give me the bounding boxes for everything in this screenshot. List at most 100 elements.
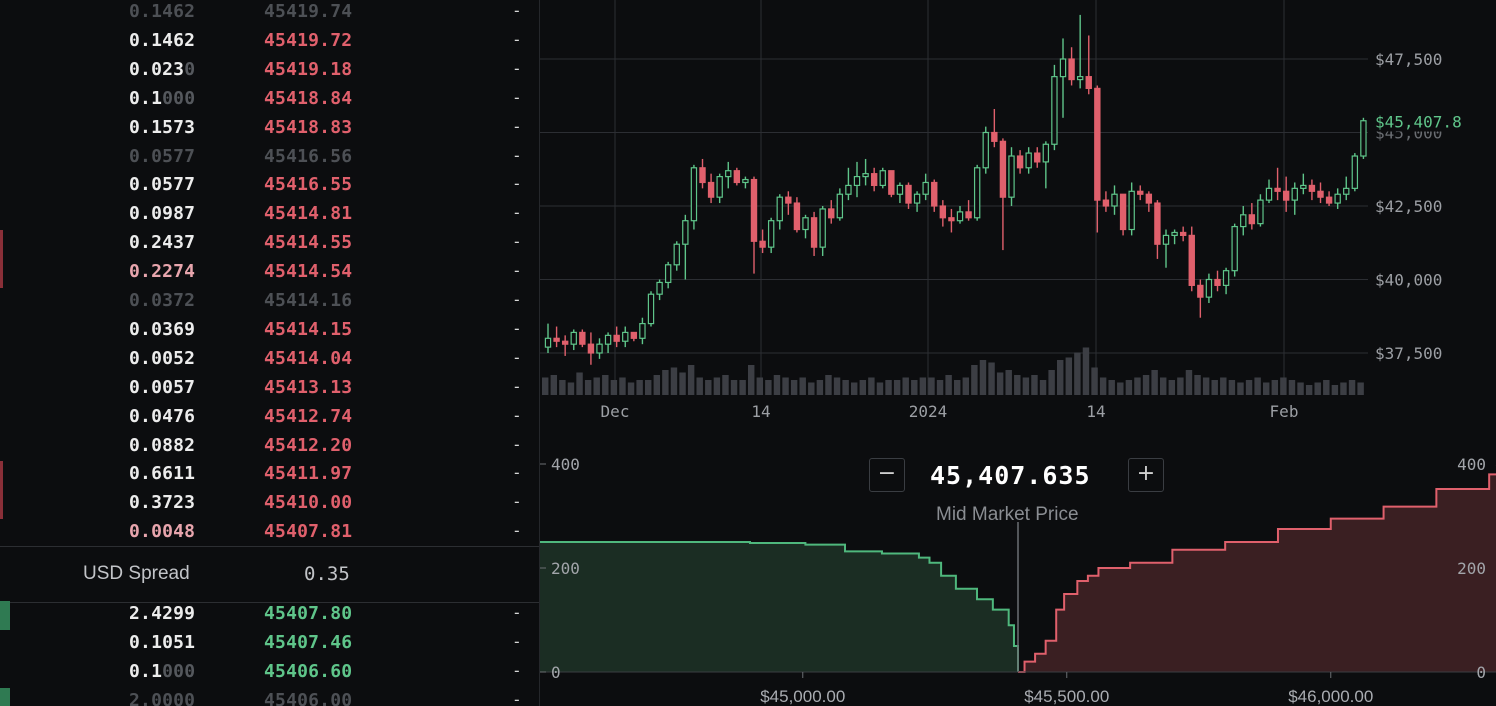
ask-size: 0.2274 bbox=[129, 261, 195, 282]
volume-bar bbox=[1031, 375, 1038, 395]
candle-body bbox=[579, 331, 586, 345]
bid-row[interactable]: 0.1000 45406.60 - bbox=[0, 659, 539, 688]
ask-row[interactable]: 0.1573 45418.83 - bbox=[0, 115, 539, 144]
bid-price: 45406.00 bbox=[264, 690, 353, 706]
ask-size-value: 0.0577 bbox=[129, 145, 196, 167]
zoom-out-button[interactable]: − bbox=[869, 458, 905, 492]
candle-body bbox=[802, 217, 809, 231]
volume-bar bbox=[636, 380, 643, 395]
ask-size: 0.3723 bbox=[129, 492, 195, 513]
ask-size-value: 0.0057 bbox=[129, 376, 196, 398]
ask-row[interactable]: 0.1462 45419.74 - bbox=[0, 0, 539, 28]
ask-price: 45414.55 bbox=[264, 232, 353, 254]
candle-body bbox=[888, 170, 895, 195]
ask-row[interactable]: 0.0987 45414.81 - bbox=[0, 201, 539, 230]
ask-row[interactable]: 0.0048 45407.81 - bbox=[0, 519, 539, 548]
ask-row[interactable]: 0.3723 45410.00 - bbox=[0, 490, 539, 520]
candle-body bbox=[862, 173, 869, 178]
ask-row[interactable]: 0.0052 45414.04 - bbox=[0, 346, 539, 375]
volume-bar bbox=[1125, 380, 1133, 395]
ask-row[interactable]: 0.1462 45419.72 - bbox=[0, 28, 539, 57]
volume-bar bbox=[1074, 352, 1081, 395]
ask-row[interactable]: 0.1000 45418.84 - bbox=[0, 86, 539, 115]
ask-size: 0.1000 bbox=[129, 88, 195, 109]
ask-row[interactable]: 0.0577 45416.56 - bbox=[0, 144, 539, 173]
volume-bar bbox=[773, 375, 781, 395]
candle-body bbox=[1076, 76, 1084, 81]
ask-row[interactable]: 0.2274 45414.54 - bbox=[0, 259, 539, 289]
volume-bar bbox=[1280, 377, 1287, 395]
ask-row[interactable]: 0.0372 45414.16 - bbox=[0, 288, 539, 317]
volume-bar bbox=[1288, 380, 1296, 395]
ask-price: 45414.81 bbox=[264, 203, 353, 225]
volume-bar bbox=[1202, 377, 1210, 395]
candle-body bbox=[1154, 202, 1161, 245]
ask-row[interactable]: 0.2437 45414.55 - bbox=[0, 230, 539, 260]
ask-price: 45414.54 bbox=[264, 261, 353, 283]
candle-body bbox=[1137, 190, 1144, 195]
ask-price: 45412.20 bbox=[264, 434, 353, 456]
ask-row[interactable]: 0.0476 45412.74 - bbox=[0, 404, 539, 433]
bid-total-placeholder: - bbox=[512, 632, 522, 651]
volume-bar bbox=[619, 377, 626, 395]
volume-bar bbox=[936, 380, 944, 395]
volume-bar bbox=[1237, 382, 1244, 395]
volume-bar bbox=[1065, 357, 1073, 395]
volume-bar bbox=[799, 377, 806, 395]
volume-bar bbox=[679, 372, 686, 395]
ask-size-value: 0.1573 bbox=[129, 116, 196, 138]
volume-bar bbox=[670, 367, 678, 395]
candle-body bbox=[759, 240, 766, 248]
ask-row[interactable]: 0.0577 45416.55 - bbox=[0, 172, 539, 201]
candle-body bbox=[1111, 193, 1118, 207]
ask-row[interactable]: 0.0369 45414.15 - bbox=[0, 317, 539, 346]
candle-body bbox=[1308, 184, 1316, 192]
ask-size-padding: 0 bbox=[184, 58, 196, 80]
ask-row[interactable]: 0.6611 45411.97 - bbox=[0, 461, 539, 491]
volume-bar bbox=[945, 375, 952, 395]
volume-bar bbox=[653, 375, 661, 395]
price-chart[interactable]: $47,500$42,500$40,000$37,500$45,000$45,4… bbox=[540, 0, 1496, 432]
candle-body bbox=[922, 181, 929, 195]
candle-body bbox=[716, 176, 723, 198]
depth-chart[interactable]: 400 200 0 400 200 0 $45,000.00 $45,500.00 $46,00… bbox=[540, 440, 1496, 706]
volume-bar bbox=[919, 377, 927, 395]
depth-axis-tick-right: 400 bbox=[1457, 455, 1486, 474]
candle-body bbox=[699, 167, 706, 184]
candle-body bbox=[1085, 76, 1092, 89]
volume-bar bbox=[1323, 380, 1330, 395]
candle-body bbox=[664, 264, 672, 284]
bid-row[interactable]: 2.4299 45407.80 - bbox=[0, 601, 539, 630]
ask-size-value: 0.0369 bbox=[129, 318, 196, 340]
candle-body bbox=[690, 167, 698, 222]
volume-bar bbox=[1254, 377, 1261, 395]
volume-bar bbox=[782, 377, 789, 395]
volume-bar bbox=[893, 380, 901, 395]
ask-total-placeholder: - bbox=[512, 261, 522, 281]
volume-bar bbox=[739, 380, 746, 395]
candle-body bbox=[613, 334, 620, 342]
zoom-in-button[interactable]: + bbox=[1128, 458, 1164, 492]
ask-row[interactable]: 0.0882 45412.20 - bbox=[0, 433, 539, 462]
candle-body bbox=[793, 202, 801, 231]
ask-total-placeholder: - bbox=[512, 290, 522, 309]
ask-price: 45419.72 bbox=[264, 29, 353, 51]
candle-body bbox=[896, 184, 904, 195]
candle-body bbox=[1102, 199, 1110, 207]
panel-divider bbox=[539, 0, 540, 706]
volume-bar bbox=[962, 377, 970, 395]
bid-row[interactable]: 2.0000 45406.00 - bbox=[0, 688, 539, 706]
candle-body bbox=[767, 220, 775, 248]
volume-bar bbox=[851, 382, 858, 395]
volume-bar bbox=[722, 375, 729, 395]
price-axis-tick: $40,000 bbox=[1375, 271, 1442, 290]
candle-body bbox=[604, 334, 612, 345]
bid-row[interactable]: 0.1051 45407.46 - bbox=[0, 630, 539, 659]
volume-bar bbox=[928, 377, 935, 395]
candle-body bbox=[939, 205, 947, 219]
candle-body bbox=[1094, 87, 1101, 201]
candle-body bbox=[973, 167, 981, 219]
ask-row[interactable]: 0.0230 45419.18 - bbox=[0, 57, 539, 86]
ask-row[interactable]: 0.0057 45413.13 - bbox=[0, 375, 539, 404]
depth-axis-tick-left: 400 bbox=[551, 455, 580, 474]
